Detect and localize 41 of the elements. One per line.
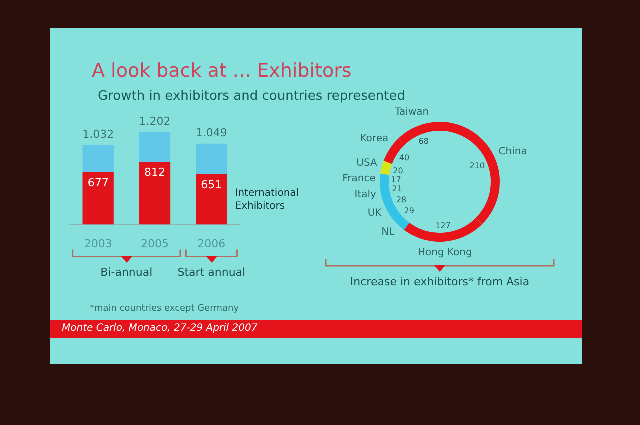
total-label: 1.202 [139, 114, 171, 128]
x-tick-label: 2003 [84, 237, 112, 250]
slice-label: UK [368, 208, 382, 220]
chart-subtitle: Growth in exhibitors and countries represented [98, 89, 406, 104]
text: Increase in exhibitors* from Asia [350, 275, 530, 288]
data-label: 812 [144, 166, 166, 179]
bar [139, 132, 171, 162]
text: Bi-annual [100, 266, 153, 280]
bar [82, 172, 114, 225]
series-label: International Exhibitors [235, 188, 300, 212]
x-tick-label: 2005 [141, 237, 169, 250]
total-label: 1.032 [82, 128, 114, 141]
bar [196, 174, 228, 225]
total-label: 1.049 [196, 126, 228, 140]
data-label: 210 [470, 162, 485, 171]
slice-label: France [342, 173, 376, 184]
data-label: 127 [436, 221, 451, 230]
slice-label: USA [356, 158, 378, 170]
data-label: 40 [399, 154, 410, 163]
data-label: 651 [201, 178, 222, 192]
data-label: 17 [391, 175, 402, 184]
slice-label: Hong Kong [418, 247, 472, 258]
data-label: 68 [418, 136, 429, 146]
data-label: 29 [404, 206, 414, 216]
data-label: 28 [396, 196, 407, 205]
bar [196, 144, 228, 175]
slice-label: China [498, 146, 528, 158]
data-label: 677 [88, 176, 109, 190]
slice-label: Korea [360, 133, 389, 144]
data-label: 21 [392, 184, 402, 194]
slice-label: NL [382, 226, 396, 238]
data-label: 20 [393, 166, 404, 176]
text: Start annual [178, 266, 246, 280]
bar [82, 145, 114, 173]
bar [139, 162, 171, 225]
slice-label: Italy [354, 190, 377, 201]
text: *main countries except Germany [90, 304, 240, 314]
x-tick-label: 2006 [198, 237, 226, 250]
chart-title: A look back at ... Exhibitors [92, 60, 352, 82]
text: Monte Carlo, Monaco, 27-29 April 2007 [62, 323, 258, 334]
slice-label: Taiwan [394, 107, 430, 118]
